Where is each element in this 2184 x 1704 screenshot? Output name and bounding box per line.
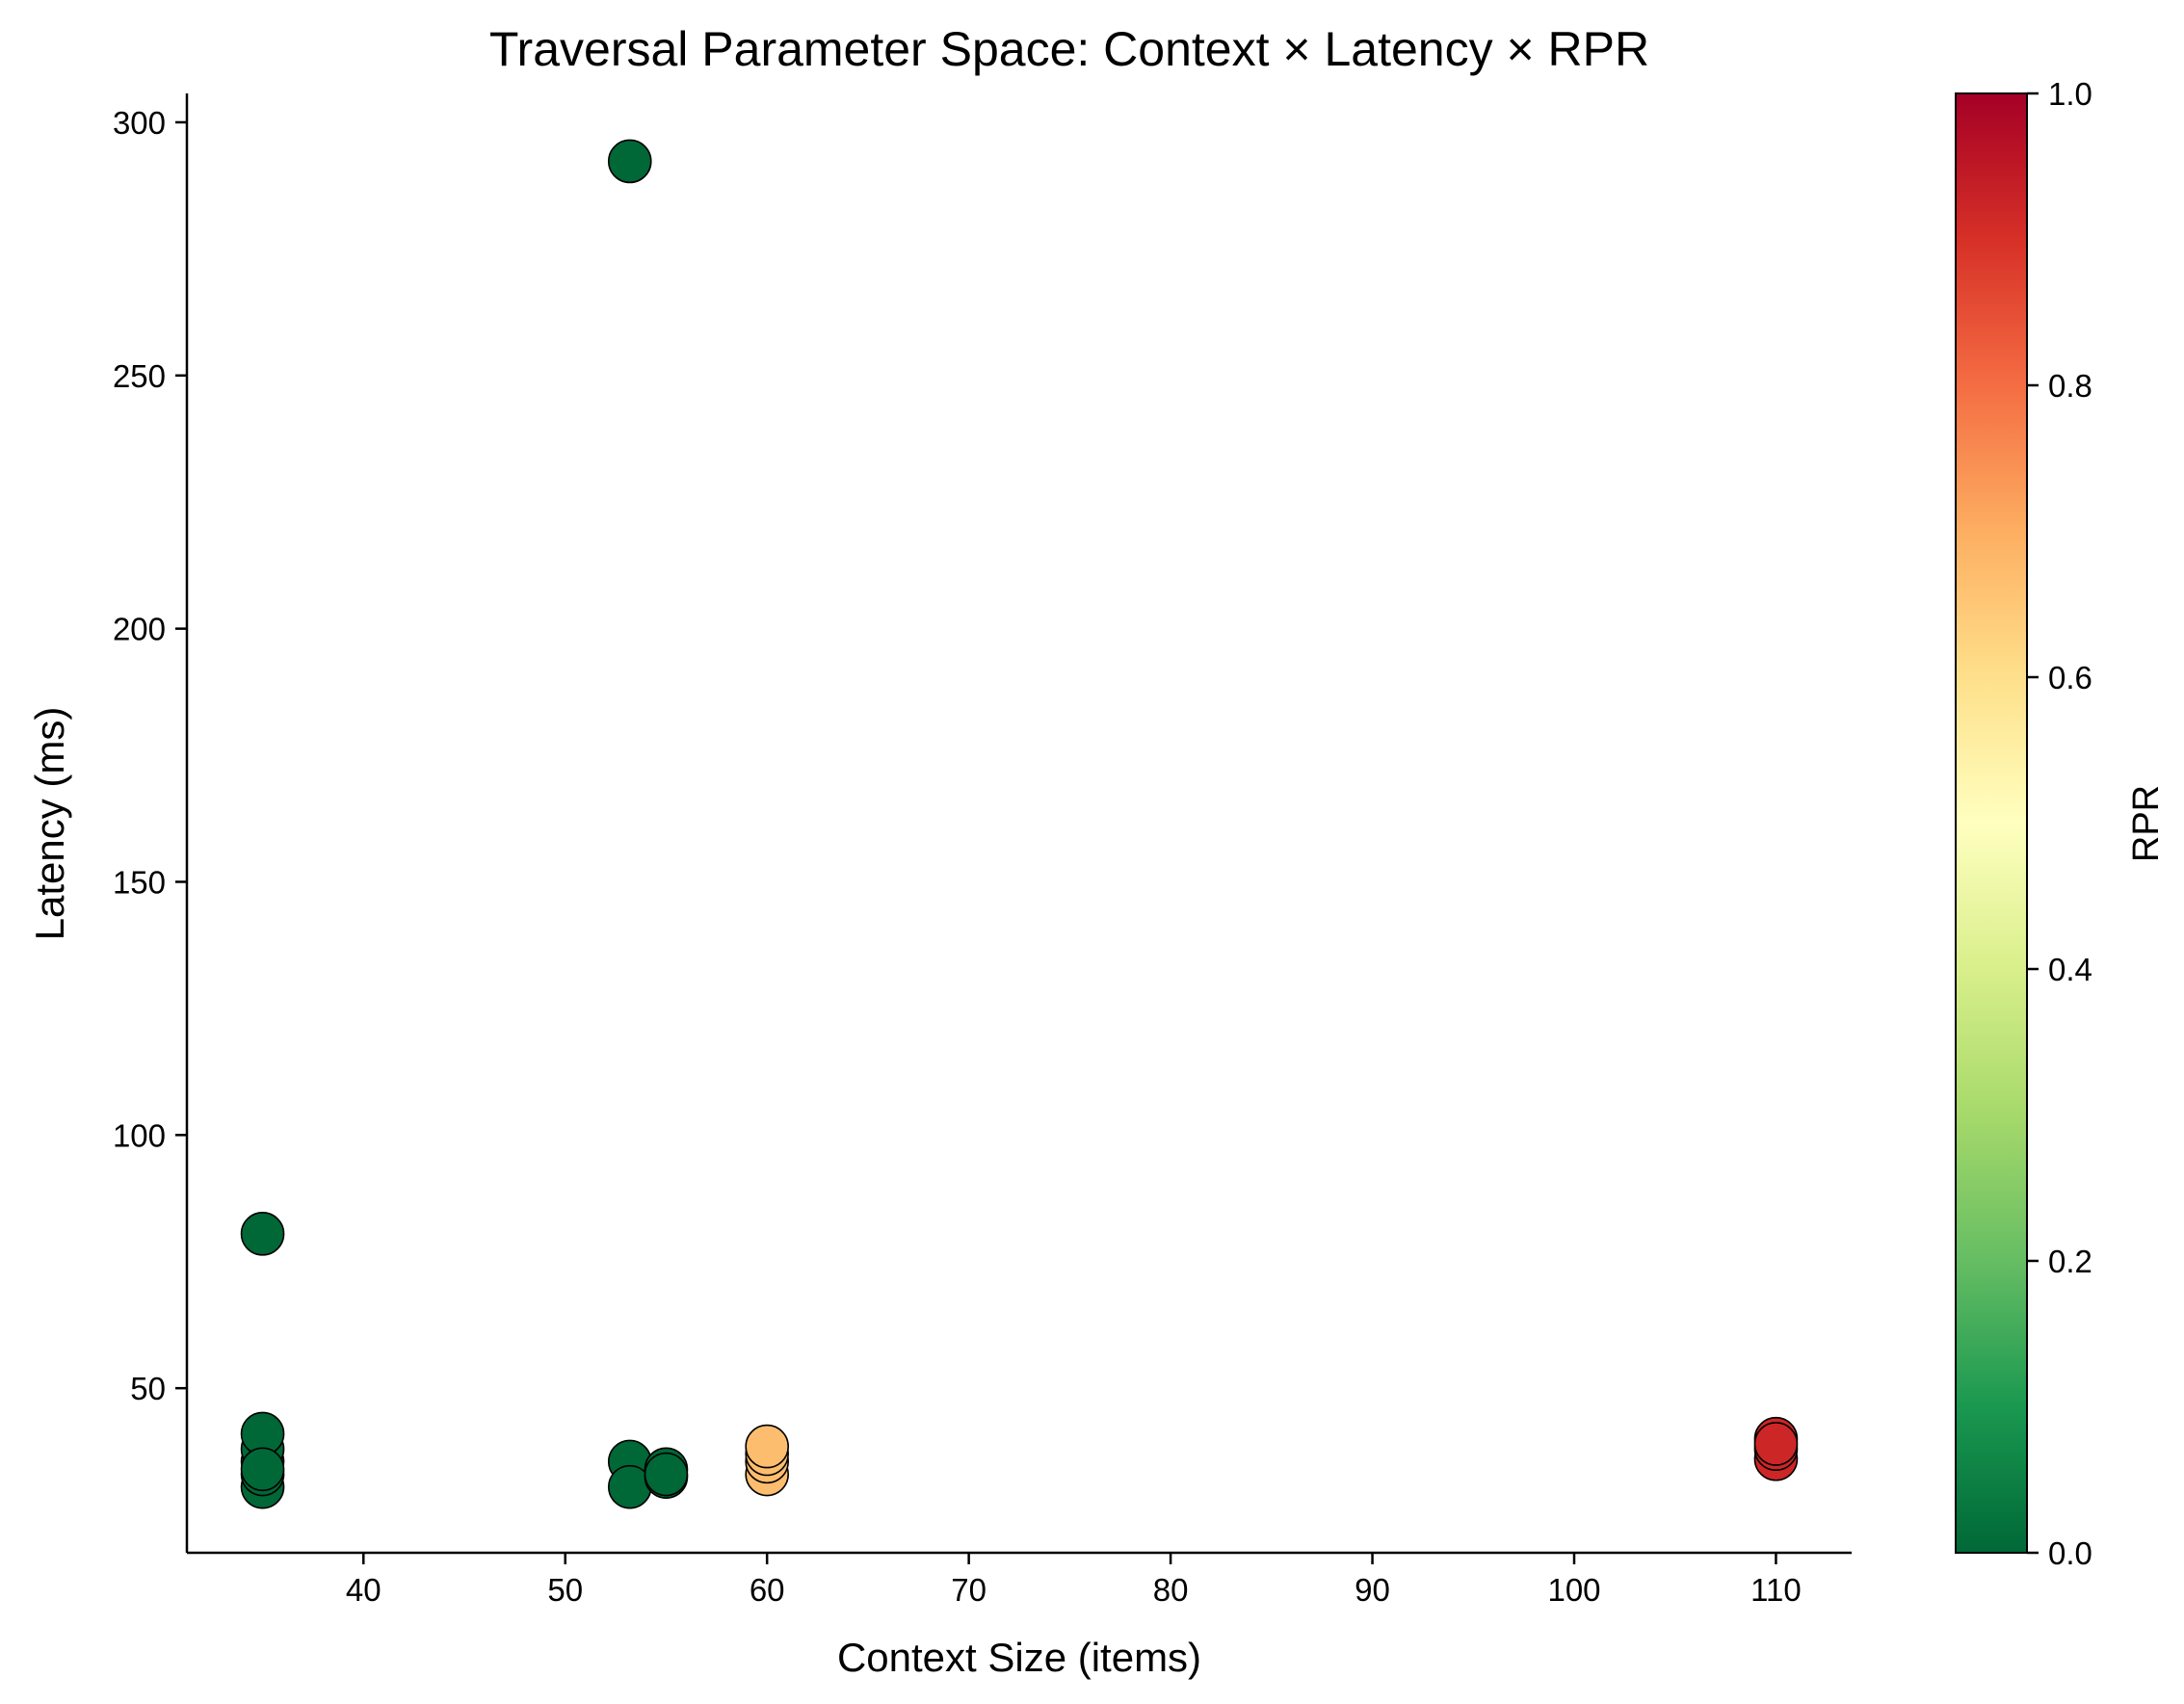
x-tick-label: 70 <box>951 1572 987 1608</box>
colorbar-tick-label: 1.0 <box>2048 76 2092 112</box>
chart-title: Traversal Parameter Space: Context × Lat… <box>489 22 1649 76</box>
colorbar-label: RPR <box>2126 785 2167 862</box>
scatter-point <box>240 1212 285 1256</box>
y-axis-label: Latency (ms) <box>27 707 72 941</box>
x-tick-label: 110 <box>1750 1572 1802 1608</box>
y-ticks: 50 100 150 200 250 300 <box>113 105 187 1406</box>
colorbar-tick-label: 0.2 <box>2048 1244 2092 1279</box>
y-tick-label: 150 <box>113 864 166 900</box>
x-axis-label: Context Size (items) <box>837 1635 1201 1680</box>
x-tick-label: 60 <box>750 1572 785 1608</box>
colorbar-tick-label: 0.6 <box>2048 660 2092 695</box>
colorbar-tick-label: 0.8 <box>2048 368 2092 404</box>
x-tick-label: 40 <box>346 1572 382 1608</box>
colorbar: 0.0 0.2 0.4 0.6 0.8 1.0 RPR <box>1955 76 2167 1571</box>
scatter-point <box>607 139 652 184</box>
y-tick-label: 200 <box>113 612 166 647</box>
y-tick-label: 250 <box>113 358 166 394</box>
colorbar-tick-label: 0.0 <box>2048 1535 2092 1571</box>
colorbar-tick-label: 0.4 <box>2048 952 2092 987</box>
scatter-point <box>1753 1422 1799 1466</box>
colorbar-ticks: 0.0 0.2 0.4 0.6 0.8 1.0 <box>2027 76 2092 1571</box>
scatter-point <box>644 1452 689 1497</box>
colorbar-gradient <box>1955 92 2028 1554</box>
x-tick-label: 90 <box>1355 1572 1390 1608</box>
x-tick-label: 100 <box>1547 1572 1600 1608</box>
y-tick-label: 300 <box>113 105 166 141</box>
plot-area: 40 50 60 70 80 90 100 110 50 100 150 200 250 300 <box>113 93 1852 1608</box>
y-tick-label: 100 <box>113 1117 166 1153</box>
data-points <box>240 139 1799 1509</box>
scatter-point <box>240 1447 285 1492</box>
x-tick-label: 80 <box>1153 1572 1189 1608</box>
x-tick-label: 50 <box>547 1572 583 1608</box>
x-ticks: 40 50 60 70 80 90 100 110 <box>346 1553 1802 1608</box>
scatter-point <box>745 1424 789 1469</box>
y-tick-label: 50 <box>130 1371 166 1406</box>
